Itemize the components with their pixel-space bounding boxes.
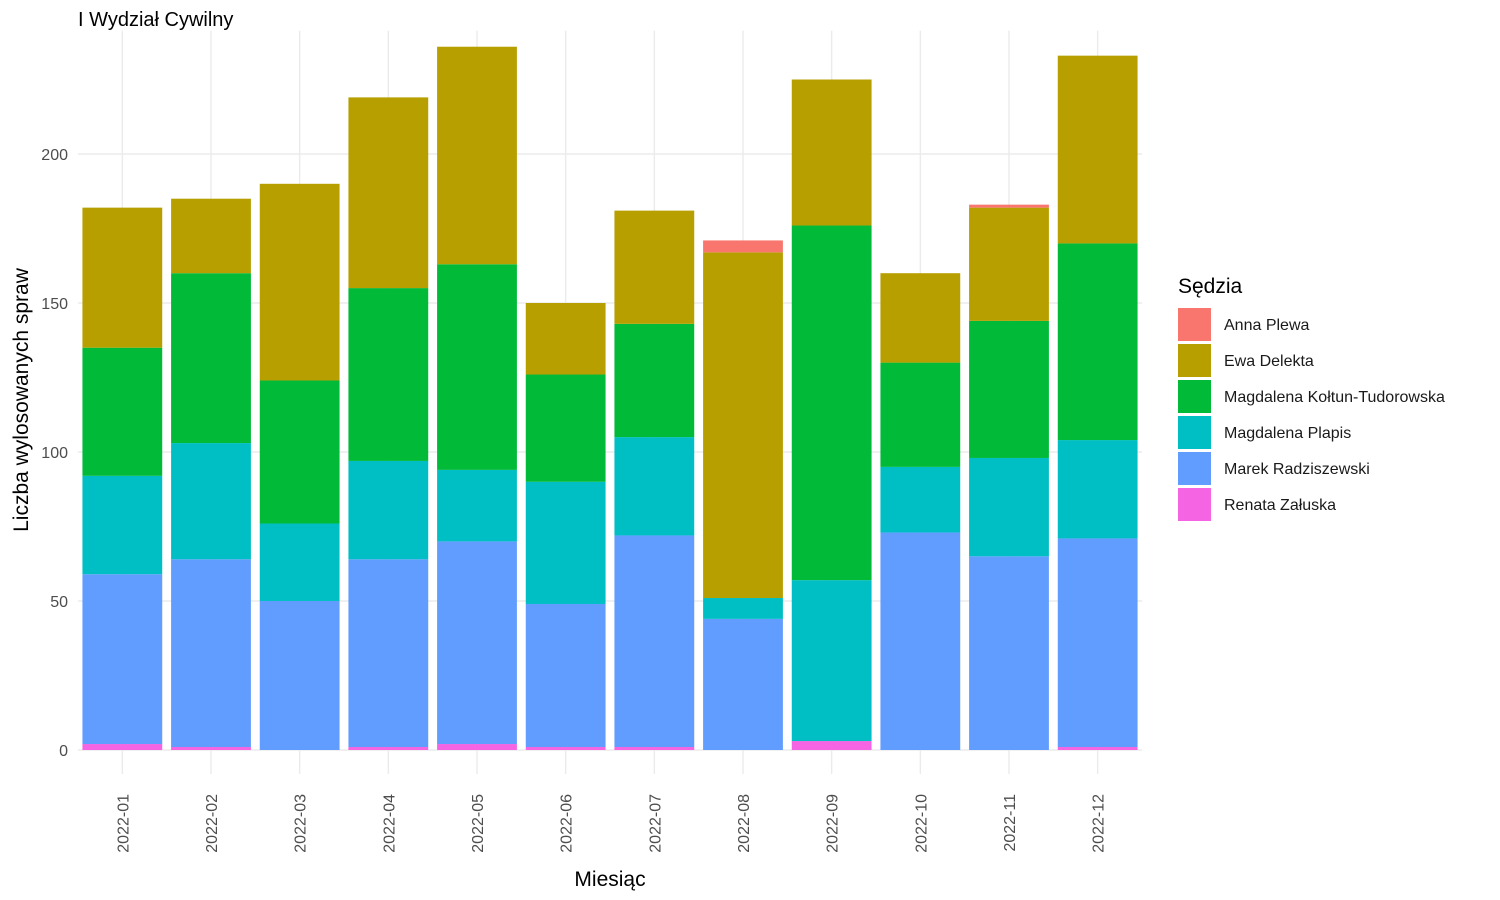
y-tick-label: 50 — [50, 594, 68, 611]
bar-segment — [259, 183, 340, 381]
bar-segment — [1057, 747, 1138, 750]
legend-key — [1178, 344, 1211, 377]
bar-segment — [82, 347, 163, 476]
legend: Sędzia Anna Plewa Ewa Delekta Magdalena Ko… — [1178, 275, 1445, 521]
bar-segment — [259, 601, 340, 750]
bar-segment — [969, 457, 1049, 557]
bar-segment — [614, 210, 695, 324]
bar-segment — [703, 240, 783, 253]
bar-segment — [437, 744, 517, 750]
bar-segment — [171, 198, 251, 274]
bar-segment — [1057, 55, 1138, 244]
legend-items: Anna Plewa Ewa Delekta Magdalena Kołtun-Tu… — [1178, 308, 1445, 521]
legend-title: Sędzia — [1178, 275, 1243, 298]
bar-segment — [82, 574, 163, 745]
bar-segment — [614, 437, 695, 536]
y-axis-title: Liczba wylosowanych spraw — [10, 267, 33, 532]
bar-segment — [525, 303, 606, 375]
x-tick-label: 2022-11 — [1002, 794, 1019, 852]
bar-segment — [703, 598, 783, 619]
bar-segment — [880, 273, 961, 363]
bar-segment — [348, 288, 429, 461]
y-tick-label: 150 — [41, 296, 68, 313]
y-tick-label: 0 — [59, 743, 68, 760]
x-axis-ticks: 2022-01 2022-02 2022-03 2022-04 2022-05 2022-… — [115, 794, 1107, 853]
bar-segment — [880, 362, 961, 467]
bar-segment — [171, 273, 251, 444]
bar-segment — [703, 618, 783, 750]
x-tick-label: 2022-02 — [204, 794, 221, 853]
legend-label: Renata Załuska — [1224, 497, 1336, 514]
bar-segment — [82, 207, 163, 348]
bar-segment — [614, 535, 695, 748]
x-tick-label: 2022-09 — [825, 794, 842, 853]
bar-segment — [525, 481, 606, 604]
bar-segment — [437, 46, 517, 265]
bar-segment — [348, 747, 429, 750]
bar-segment — [82, 744, 163, 750]
bar-segment — [614, 747, 695, 750]
x-tick-label: 2022-12 — [1091, 794, 1108, 853]
bar-segment — [525, 747, 606, 750]
y-tick-label: 100 — [41, 445, 68, 462]
bar-segment — [703, 252, 783, 599]
x-tick-label: 2022-03 — [293, 794, 310, 853]
bar-segment — [614, 323, 695, 438]
bar-segment — [525, 374, 606, 482]
bar-segment — [437, 469, 517, 542]
legend-key — [1178, 488, 1211, 521]
x-tick-label: 2022-04 — [381, 794, 398, 853]
x-tick-label: 2022-08 — [736, 794, 753, 853]
legend-label: Magdalena Kołtun-Tudorowska — [1224, 389, 1445, 406]
legend-label: Anna Plewa — [1224, 317, 1309, 334]
bar-segment — [791, 79, 872, 226]
legend-label: Magdalena Plapis — [1224, 425, 1351, 442]
legend-label: Marek Radziszewski — [1224, 461, 1370, 478]
bar-segment — [969, 320, 1049, 458]
bar-segment — [259, 523, 340, 601]
legend-label: Ewa Delekta — [1224, 353, 1314, 370]
bar-segment — [880, 532, 961, 750]
x-tick-label: 2022-01 — [115, 794, 132, 853]
bars — [82, 46, 1138, 750]
y-axis-ticks: 0 50 100 150 200 — [41, 147, 68, 760]
x-axis-title: Miesiąc — [574, 868, 645, 891]
x-tick-label: 2022-07 — [647, 794, 664, 853]
legend-key — [1178, 380, 1211, 413]
bar-segment — [525, 603, 606, 748]
bar-segment — [1057, 538, 1138, 748]
bar-segment — [880, 466, 961, 533]
bar-segment — [969, 204, 1049, 208]
x-tick-label: 2022-06 — [559, 794, 576, 853]
bar-segment — [1057, 243, 1138, 441]
bar-segment — [348, 460, 429, 560]
legend-key — [1178, 308, 1211, 341]
legend-key — [1178, 452, 1211, 485]
chart-title: I Wydział Cywilny — [78, 9, 233, 31]
bar-segment — [82, 475, 163, 575]
bar-segment — [969, 556, 1049, 750]
bar-segment — [171, 559, 251, 748]
bar-segment — [171, 747, 251, 750]
bar-segment — [348, 559, 429, 748]
bar-segment — [791, 741, 872, 750]
x-tick-label: 2022-05 — [470, 794, 487, 853]
bar-segment — [259, 380, 340, 524]
bar-segment — [791, 580, 872, 742]
y-tick-label: 200 — [41, 147, 68, 164]
bar-segment — [171, 443, 251, 560]
bar-segment — [348, 97, 429, 289]
x-tick-label: 2022-10 — [913, 794, 930, 853]
bar-segment — [1057, 440, 1138, 539]
legend-key — [1178, 416, 1211, 449]
bar-segment — [437, 264, 517, 470]
bar-segment — [969, 207, 1049, 321]
bar-segment — [437, 541, 517, 745]
bar-segment — [791, 225, 872, 581]
